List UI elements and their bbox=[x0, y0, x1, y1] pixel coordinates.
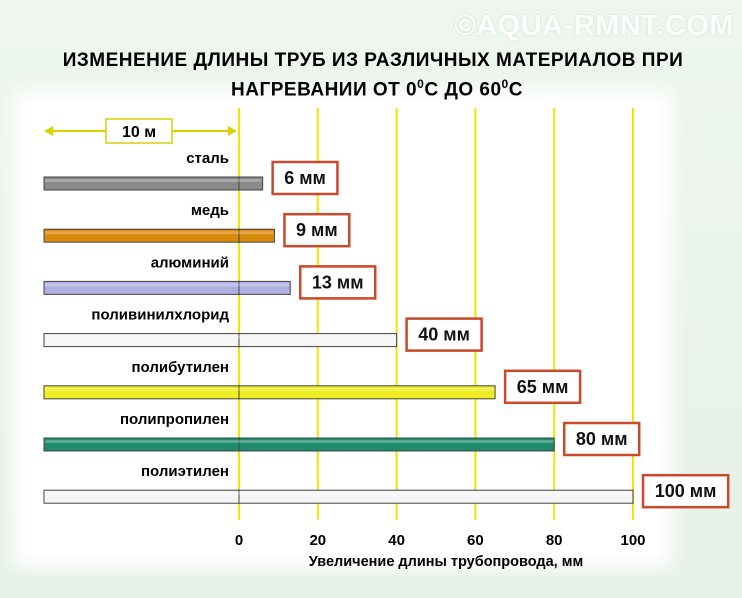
category-label: медь bbox=[191, 202, 229, 219]
category-label: полиэтилен bbox=[141, 463, 229, 480]
pipe-base-segment bbox=[43, 333, 240, 348]
x-tick-label: 40 bbox=[388, 532, 405, 549]
x-tick-label: 60 bbox=[467, 532, 484, 549]
x-tick-label: 80 bbox=[546, 532, 563, 549]
bar bbox=[238, 176, 264, 191]
bar bbox=[238, 385, 496, 400]
category-label: алюминий bbox=[151, 254, 229, 271]
value-label: 6 мм bbox=[284, 168, 326, 188]
bar bbox=[238, 489, 634, 504]
pipe-base-segment bbox=[43, 489, 240, 504]
bar-highlight bbox=[45, 179, 262, 182]
category-label: сталь bbox=[186, 150, 229, 167]
value-label-box bbox=[283, 212, 351, 248]
reference-label: 10 м bbox=[122, 124, 156, 141]
value-label: 80 мм bbox=[576, 429, 628, 449]
value-label-box bbox=[298, 265, 377, 300]
bar-highlight bbox=[45, 231, 274, 235]
value-label: 100 мм bbox=[655, 481, 717, 501]
degree-sup-2: 0 bbox=[501, 77, 509, 91]
bar bbox=[238, 280, 291, 295]
title-part-b: C ДО 60 bbox=[424, 79, 502, 101]
watermark: ©AQUA-RMNT.COM bbox=[454, 10, 734, 42]
category-label: поливинилхлорид bbox=[91, 307, 229, 324]
reference-arrow-right-head bbox=[228, 126, 237, 136]
category-label: полипропилен bbox=[120, 411, 229, 428]
bar bbox=[238, 228, 275, 243]
value-label-box bbox=[405, 317, 483, 352]
pipe-base-segment bbox=[43, 228, 240, 243]
bar-highlight bbox=[45, 492, 632, 496]
bar-highlight bbox=[45, 440, 554, 443]
degree-sup-1: 0 bbox=[417, 77, 425, 91]
x-tick-label: 20 bbox=[309, 532, 326, 549]
pipe-base-segment bbox=[43, 437, 240, 452]
bar-highlight bbox=[45, 387, 495, 391]
value-label-box bbox=[562, 421, 641, 457]
x-tick-label: 0 bbox=[235, 532, 243, 549]
value-label-box bbox=[641, 473, 730, 509]
bar bbox=[238, 437, 555, 452]
reference-label-box bbox=[105, 118, 173, 144]
category-label: полибутилен bbox=[132, 359, 230, 376]
pipe-base-segment bbox=[43, 385, 240, 400]
bar-highlight bbox=[45, 283, 290, 287]
bar-highlight bbox=[45, 335, 396, 339]
title-part-a: НАГРЕВАНИИ ОТ 0 bbox=[231, 79, 418, 101]
value-label: 9 мм bbox=[296, 220, 338, 240]
pipe-base-segment bbox=[43, 176, 240, 191]
value-label: 65 мм bbox=[517, 377, 569, 397]
value-label-box bbox=[503, 369, 582, 405]
title-part-c: C bbox=[508, 79, 523, 101]
value-label-box bbox=[271, 160, 339, 196]
x-tick-label: 100 bbox=[620, 532, 645, 549]
chart-title-line-2: НАГРЕВАНИИ ОТ 00C ДО 600C bbox=[6, 77, 742, 101]
chart-title-line-1: ИЗМЕНЕНИЕ ДЛИНЫ ТРУБ ИЗ РАЗЛИЧНЫХ МАТЕРИ… bbox=[62, 50, 684, 71]
value-label: 13 мм bbox=[312, 272, 364, 292]
reference-arrow-left-head bbox=[44, 126, 53, 136]
value-label: 40 мм bbox=[418, 325, 470, 345]
pipe-base-segment bbox=[43, 280, 240, 295]
x-axis-label: Увеличение длины трубопровода, мм bbox=[309, 554, 583, 570]
bar bbox=[238, 333, 398, 348]
